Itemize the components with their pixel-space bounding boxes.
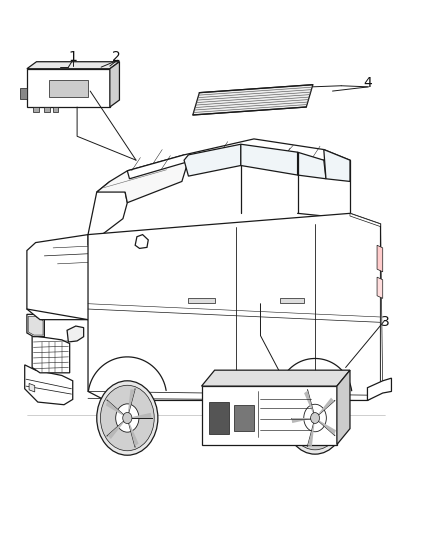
Text: 2: 2	[112, 50, 121, 63]
Polygon shape	[184, 144, 241, 176]
Polygon shape	[324, 150, 350, 181]
Polygon shape	[49, 80, 88, 98]
Polygon shape	[280, 298, 304, 303]
Circle shape	[123, 413, 132, 424]
Polygon shape	[88, 213, 381, 400]
Polygon shape	[129, 423, 138, 446]
Polygon shape	[108, 422, 124, 439]
Circle shape	[286, 382, 345, 454]
Polygon shape	[201, 386, 337, 445]
Polygon shape	[135, 235, 148, 248]
Polygon shape	[106, 400, 124, 415]
Polygon shape	[304, 391, 314, 413]
Polygon shape	[193, 85, 313, 115]
Polygon shape	[110, 62, 120, 107]
Polygon shape	[29, 383, 35, 392]
Polygon shape	[27, 235, 184, 320]
Polygon shape	[132, 413, 152, 418]
Polygon shape	[234, 405, 254, 431]
Polygon shape	[53, 107, 58, 112]
Text: 4: 4	[363, 76, 372, 90]
Circle shape	[116, 404, 139, 432]
Polygon shape	[367, 378, 392, 400]
Polygon shape	[97, 155, 188, 203]
Polygon shape	[32, 336, 70, 373]
Polygon shape	[241, 144, 297, 175]
Text: 3: 3	[381, 316, 389, 329]
Polygon shape	[27, 314, 44, 337]
Circle shape	[97, 381, 158, 455]
Polygon shape	[318, 398, 334, 415]
Polygon shape	[201, 370, 350, 386]
Polygon shape	[209, 402, 229, 434]
Text: 1: 1	[68, 50, 77, 63]
Polygon shape	[377, 245, 383, 272]
Polygon shape	[291, 418, 311, 423]
Polygon shape	[297, 152, 326, 179]
Polygon shape	[27, 62, 120, 69]
Circle shape	[289, 386, 341, 450]
Polygon shape	[88, 181, 127, 245]
Polygon shape	[377, 277, 383, 298]
Polygon shape	[20, 88, 27, 99]
Polygon shape	[44, 107, 49, 112]
Polygon shape	[25, 365, 73, 405]
Polygon shape	[350, 213, 383, 391]
Polygon shape	[128, 389, 135, 413]
Polygon shape	[33, 107, 39, 112]
Polygon shape	[127, 139, 350, 179]
Circle shape	[304, 404, 326, 432]
Polygon shape	[319, 421, 336, 435]
Polygon shape	[188, 298, 215, 303]
Polygon shape	[67, 326, 84, 342]
Polygon shape	[308, 424, 314, 446]
Circle shape	[100, 385, 154, 451]
Polygon shape	[337, 370, 350, 445]
Polygon shape	[27, 69, 110, 107]
Circle shape	[311, 413, 319, 423]
Polygon shape	[28, 317, 43, 335]
